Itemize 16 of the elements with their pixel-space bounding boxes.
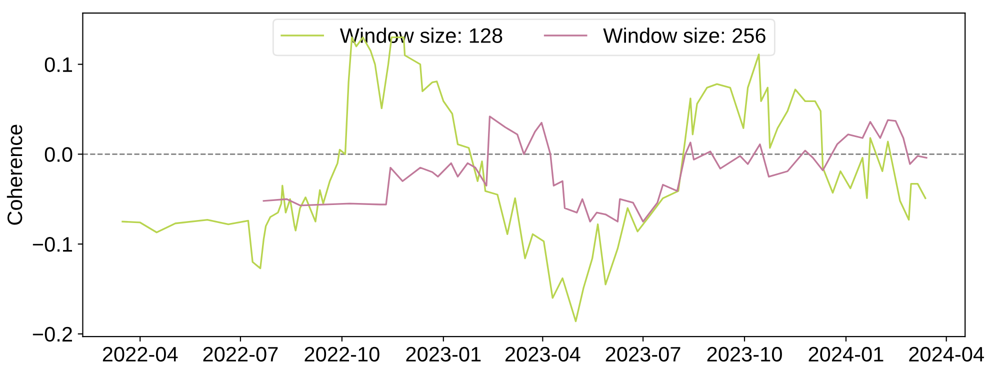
x-tick-label: 2022-10 — [304, 346, 380, 362]
x-tick-label: 2022-07 — [203, 346, 278, 362]
x-tick-label: 2023-04 — [505, 346, 580, 362]
x-tick-label: 2024-01 — [808, 346, 884, 362]
y-axis-title: Coherence — [6, 124, 22, 225]
y-tick-label: −0.1 — [32, 237, 72, 252]
y-tick-label: 0.1 — [44, 57, 72, 72]
x-tick-label: 2023-10 — [707, 346, 782, 362]
y-tick-label: −0.2 — [32, 326, 72, 342]
x-tick-label: 2024-04 — [909, 346, 984, 362]
y-tick-label: 0.0 — [44, 147, 72, 162]
x-tick-label: 2023-01 — [406, 346, 481, 362]
line-series — [262, 116, 928, 222]
x-tick-label: 2023-07 — [606, 346, 680, 362]
x-tick-label: 2022-04 — [102, 346, 178, 362]
legend-label: Window size: 256 — [603, 28, 766, 43]
